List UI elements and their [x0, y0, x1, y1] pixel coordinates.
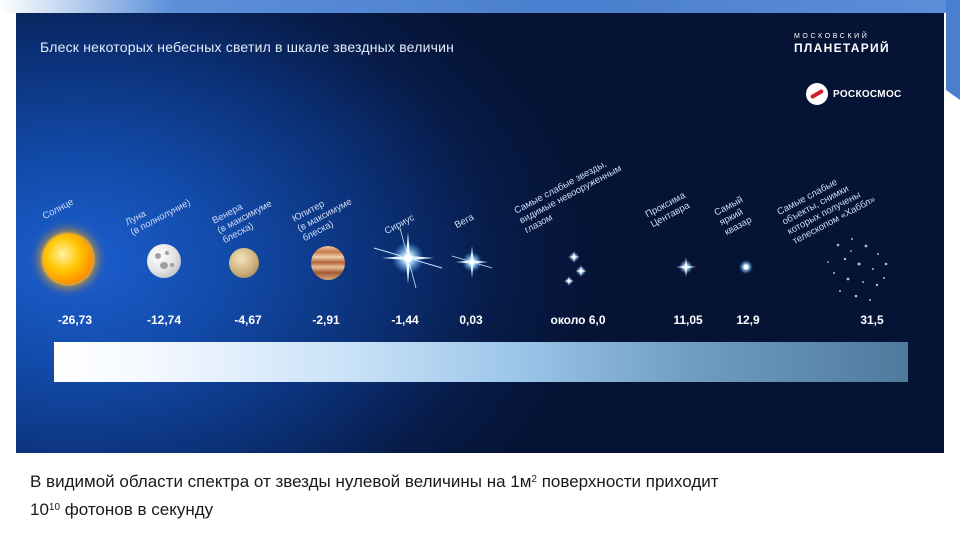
planetarium-logo: МОСКОВСКИЙ ПЛАНЕТАРИЙ РОСКОСМОС: [794, 33, 934, 105]
logo-line-big: ПЛАНЕТАРИЙ: [794, 41, 890, 55]
top-accent-bar: [0, 0, 960, 13]
partner-name: РОСКОСМОС: [833, 88, 902, 100]
caption-text: В видимой области спектра от звезды нуле…: [30, 468, 940, 524]
brightness-gradient-bar: [54, 342, 908, 382]
corner-accent-tip: [946, 90, 960, 100]
partner-logo: РОСКОСМОС: [806, 83, 902, 105]
stars-layer: [373, 227, 888, 301]
magnitude-jupiter: -2,91: [312, 313, 340, 327]
caption-part-2: поверхности приходит: [536, 472, 719, 491]
quasar-icon: [739, 260, 753, 274]
panel-title: Блеск некоторых небесных светил в шкале …: [40, 39, 455, 55]
moon-icon: [147, 244, 181, 278]
caption-part-4: фотонов в секунду: [60, 500, 214, 519]
logo-line-small: МОСКОВСКИЙ: [794, 33, 870, 40]
proxima-star-icon: [676, 257, 696, 277]
magnitude-venus: -4,67: [234, 313, 262, 327]
caption-part-1: В видимой области спектра от звезды нуле…: [30, 472, 532, 491]
roscosmos-emblem-icon: [806, 83, 828, 105]
magnitude-quasar: 12,9: [736, 313, 760, 327]
caption-sup-1: 2: [531, 474, 537, 485]
magnitude-vega: 0,03: [459, 313, 483, 327]
magnitude-proxima: 11,05: [673, 313, 703, 327]
sun-icon: [43, 234, 93, 284]
magnitude-hubble: 31,5: [860, 313, 884, 327]
faint-stars-icon: [564, 251, 587, 286]
magnitude-moon: -12,74: [146, 313, 182, 327]
sirius-star-icon: [373, 227, 443, 289]
vega-star-icon: [451, 246, 493, 278]
jupiter-icon: [311, 246, 345, 280]
magnitude-sirius: -1,44: [391, 313, 419, 327]
corner-accent: [946, 0, 960, 90]
hubble-faint-objects-icon: [827, 238, 888, 301]
magnitude-faintest-naked-eye: около 6,0: [550, 313, 606, 327]
venus-icon: [229, 248, 259, 278]
magnitude-scale-panel: Блеск некоторых небесных светил в шкале …: [16, 13, 944, 453]
magnitude-sun: -26,73: [57, 313, 93, 327]
caption-part-3: 10: [30, 500, 49, 519]
caption-sup-2: 10: [48, 502, 61, 513]
